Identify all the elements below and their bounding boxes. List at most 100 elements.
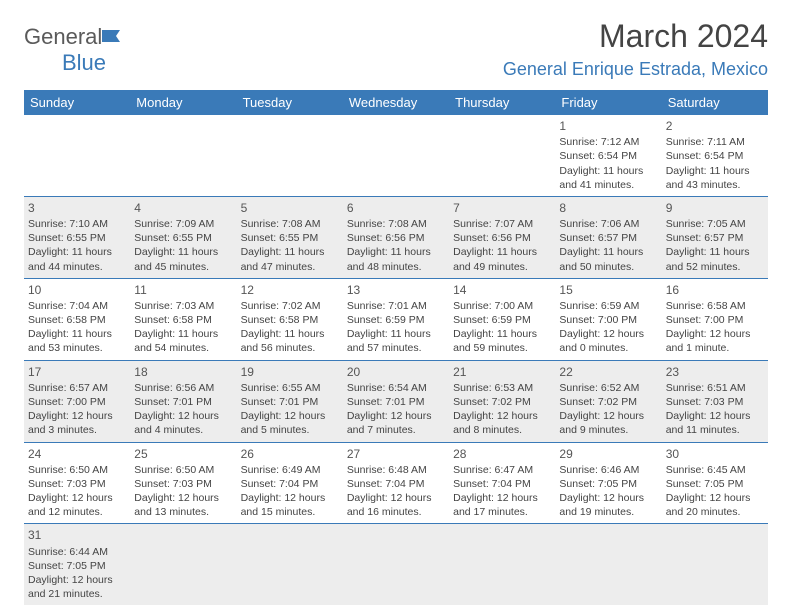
day-detail: Daylight: 11 hours xyxy=(559,245,657,259)
day-detail: and 13 minutes. xyxy=(134,505,232,519)
day-number: 19 xyxy=(241,364,339,380)
day-detail: and 5 minutes. xyxy=(241,423,339,437)
day-detail: Sunrise: 6:54 AM xyxy=(347,381,445,395)
day-detail: and 12 minutes. xyxy=(28,505,126,519)
day-detail: Daylight: 11 hours xyxy=(241,245,339,259)
title-block: March 2024 General Enrique Estrada, Mexi… xyxy=(503,18,768,80)
day-detail: Sunset: 7:02 PM xyxy=(559,395,657,409)
day-detail: and 9 minutes. xyxy=(559,423,657,437)
day-detail: and 21 minutes. xyxy=(28,587,126,601)
day-cell: 18Sunrise: 6:56 AMSunset: 7:01 PMDayligh… xyxy=(130,360,236,442)
day-detail: Sunrise: 6:50 AM xyxy=(134,463,232,477)
day-number: 2 xyxy=(666,118,764,134)
day-detail: Sunrise: 6:46 AM xyxy=(559,463,657,477)
day-detail: and 43 minutes. xyxy=(666,178,764,192)
day-detail: Sunset: 7:01 PM xyxy=(134,395,232,409)
day-number: 22 xyxy=(559,364,657,380)
day-detail: and 7 minutes. xyxy=(347,423,445,437)
logo-word1: General xyxy=(24,24,102,49)
day-detail: Sunset: 7:04 PM xyxy=(347,477,445,491)
day-cell: 7Sunrise: 7:07 AMSunset: 6:56 PMDaylight… xyxy=(449,196,555,278)
day-cell: 29Sunrise: 6:46 AMSunset: 7:05 PMDayligh… xyxy=(555,442,661,524)
day-detail: Sunrise: 6:59 AM xyxy=(559,299,657,313)
day-number: 16 xyxy=(666,282,764,298)
day-cell: 31Sunrise: 6:44 AMSunset: 7:05 PMDayligh… xyxy=(24,524,130,605)
day-number: 8 xyxy=(559,200,657,216)
day-cell xyxy=(449,524,555,605)
day-detail: Sunrise: 6:57 AM xyxy=(28,381,126,395)
day-detail: Sunrise: 7:02 AM xyxy=(241,299,339,313)
day-detail: and 50 minutes. xyxy=(559,260,657,274)
day-detail: Daylight: 11 hours xyxy=(134,327,232,341)
day-detail: and 47 minutes. xyxy=(241,260,339,274)
day-number: 4 xyxy=(134,200,232,216)
day-detail: Sunrise: 7:08 AM xyxy=(241,217,339,231)
day-cell: 21Sunrise: 6:53 AMSunset: 7:02 PMDayligh… xyxy=(449,360,555,442)
week-row: 3Sunrise: 7:10 AMSunset: 6:55 PMDaylight… xyxy=(24,196,768,278)
day-cell xyxy=(130,524,236,605)
day-number: 17 xyxy=(28,364,126,380)
day-detail: Daylight: 11 hours xyxy=(559,164,657,178)
day-detail: and 49 minutes. xyxy=(453,260,551,274)
day-cell xyxy=(343,115,449,196)
day-number: 5 xyxy=(241,200,339,216)
day-number: 24 xyxy=(28,446,126,462)
day-detail: Daylight: 11 hours xyxy=(666,245,764,259)
day-detail: Daylight: 12 hours xyxy=(28,491,126,505)
day-detail: and 19 minutes. xyxy=(559,505,657,519)
day-detail: Sunset: 7:03 PM xyxy=(134,477,232,491)
day-number: 1 xyxy=(559,118,657,134)
day-detail: Daylight: 12 hours xyxy=(559,409,657,423)
day-cell: 6Sunrise: 7:08 AMSunset: 6:56 PMDaylight… xyxy=(343,196,449,278)
day-detail: Daylight: 11 hours xyxy=(28,245,126,259)
day-number: 28 xyxy=(453,446,551,462)
day-detail: Sunset: 6:54 PM xyxy=(559,149,657,163)
day-detail: Daylight: 12 hours xyxy=(453,491,551,505)
day-header: Monday xyxy=(130,90,236,115)
day-detail: and 41 minutes. xyxy=(559,178,657,192)
day-detail: Sunset: 7:04 PM xyxy=(241,477,339,491)
day-detail: Daylight: 12 hours xyxy=(28,573,126,587)
day-detail: Daylight: 12 hours xyxy=(666,491,764,505)
day-cell xyxy=(237,524,343,605)
day-detail: Sunrise: 7:10 AM xyxy=(28,217,126,231)
week-row: 17Sunrise: 6:57 AMSunset: 7:00 PMDayligh… xyxy=(24,360,768,442)
day-cell: 16Sunrise: 6:58 AMSunset: 7:00 PMDayligh… xyxy=(662,278,768,360)
day-detail: Daylight: 11 hours xyxy=(28,327,126,341)
day-cell: 3Sunrise: 7:10 AMSunset: 6:55 PMDaylight… xyxy=(24,196,130,278)
day-header: Tuesday xyxy=(237,90,343,115)
day-number: 30 xyxy=(666,446,764,462)
week-row: 24Sunrise: 6:50 AMSunset: 7:03 PMDayligh… xyxy=(24,442,768,524)
day-header: Friday xyxy=(555,90,661,115)
day-detail: Sunrise: 7:01 AM xyxy=(347,299,445,313)
day-detail: and 53 minutes. xyxy=(28,341,126,355)
day-detail: Sunset: 6:55 PM xyxy=(241,231,339,245)
day-detail: Sunset: 7:00 PM xyxy=(559,313,657,327)
day-detail: Sunset: 7:02 PM xyxy=(453,395,551,409)
flag-icon xyxy=(102,28,124,44)
day-cell: 30Sunrise: 6:45 AMSunset: 7:05 PMDayligh… xyxy=(662,442,768,524)
day-detail: and 3 minutes. xyxy=(28,423,126,437)
day-detail: Daylight: 12 hours xyxy=(666,327,764,341)
day-detail: Sunrise: 6:50 AM xyxy=(28,463,126,477)
day-cell xyxy=(662,524,768,605)
day-number: 15 xyxy=(559,282,657,298)
day-cell: 20Sunrise: 6:54 AMSunset: 7:01 PMDayligh… xyxy=(343,360,449,442)
calendar-table: SundayMondayTuesdayWednesdayThursdayFrid… xyxy=(24,90,768,605)
day-number: 10 xyxy=(28,282,126,298)
day-number: 18 xyxy=(134,364,232,380)
day-detail: Sunrise: 7:09 AM xyxy=(134,217,232,231)
logo: General Blue xyxy=(24,24,124,76)
day-detail: Sunset: 7:05 PM xyxy=(28,559,126,573)
page-title: March 2024 xyxy=(503,18,768,55)
day-detail: Sunset: 6:58 PM xyxy=(28,313,126,327)
day-detail: Sunrise: 6:52 AM xyxy=(559,381,657,395)
day-detail: Daylight: 12 hours xyxy=(666,409,764,423)
day-cell xyxy=(449,115,555,196)
day-detail: Sunset: 7:01 PM xyxy=(347,395,445,409)
day-detail: Sunrise: 6:48 AM xyxy=(347,463,445,477)
day-detail: Sunrise: 7:03 AM xyxy=(134,299,232,313)
day-cell xyxy=(130,115,236,196)
day-cell: 17Sunrise: 6:57 AMSunset: 7:00 PMDayligh… xyxy=(24,360,130,442)
day-number: 7 xyxy=(453,200,551,216)
